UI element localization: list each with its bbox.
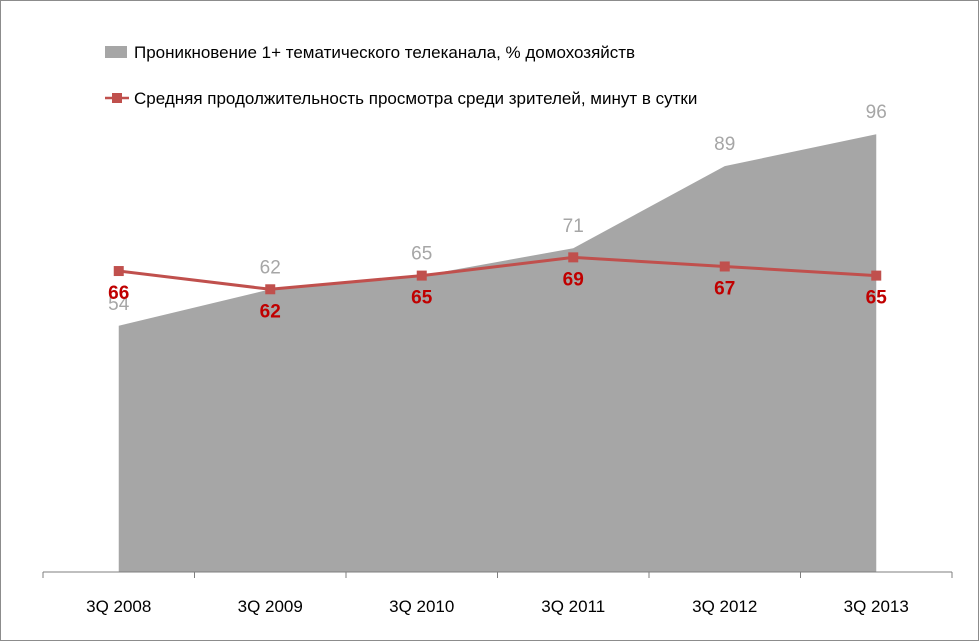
legend: Проникновение 1+ тематического телеканал…: [105, 43, 697, 108]
x-axis: 3Q 2008 3Q 2009 3Q 2010 3Q 2011 3Q 2012 3Q 20…: [42, 571, 953, 616]
x-tick-label: 3Q 2008: [86, 597, 151, 616]
area-data-label: 65: [411, 244, 432, 265]
legend-item-area: Проникновение 1+ тематического телеканал…: [105, 43, 635, 62]
line-marker: [113, 266, 124, 277]
area-data-label: 89: [714, 134, 735, 155]
line-data-label: 67: [714, 278, 735, 299]
x-tick-label: 3Q 2010: [389, 597, 454, 616]
line-series: [118, 255, 877, 291]
area-data-label: 96: [866, 102, 887, 123]
line-marker: [265, 284, 276, 295]
x-tick-label: 3Q 2009: [238, 597, 303, 616]
legend-line-marker: [112, 93, 122, 103]
line-data-label: 65: [411, 288, 433, 309]
plot-area: 54 62 65 71 89 96 66 62 65 69 67 65: [108, 102, 888, 573]
line-data-label: 65: [866, 288, 888, 309]
area-data-label: 62: [260, 257, 281, 278]
line-data-label: 69: [563, 269, 584, 290]
legend-area-label: Проникновение 1+ тематического телеканал…: [134, 43, 635, 62]
legend-area-swatch: [105, 46, 127, 58]
x-tick-label: 3Q 2013: [844, 597, 909, 616]
x-tick-label: 3Q 2012: [692, 597, 757, 616]
x-tick-label: 3Q 2011: [541, 597, 605, 616]
line-marker: [568, 252, 579, 263]
line-marker: [719, 261, 730, 272]
area-data-label: 54: [108, 294, 130, 315]
line-data-label: 62: [260, 301, 281, 322]
line-data-label: 66: [108, 283, 129, 304]
line-marker: [416, 270, 427, 281]
line-marker: [871, 270, 882, 281]
area-data-label: 71: [563, 216, 584, 237]
legend-item-line: Средняя продолжительность просмотра сред…: [105, 89, 697, 108]
legend-line-label: Средняя продолжительность просмотра сред…: [134, 89, 697, 108]
area-series: [118, 134, 877, 573]
